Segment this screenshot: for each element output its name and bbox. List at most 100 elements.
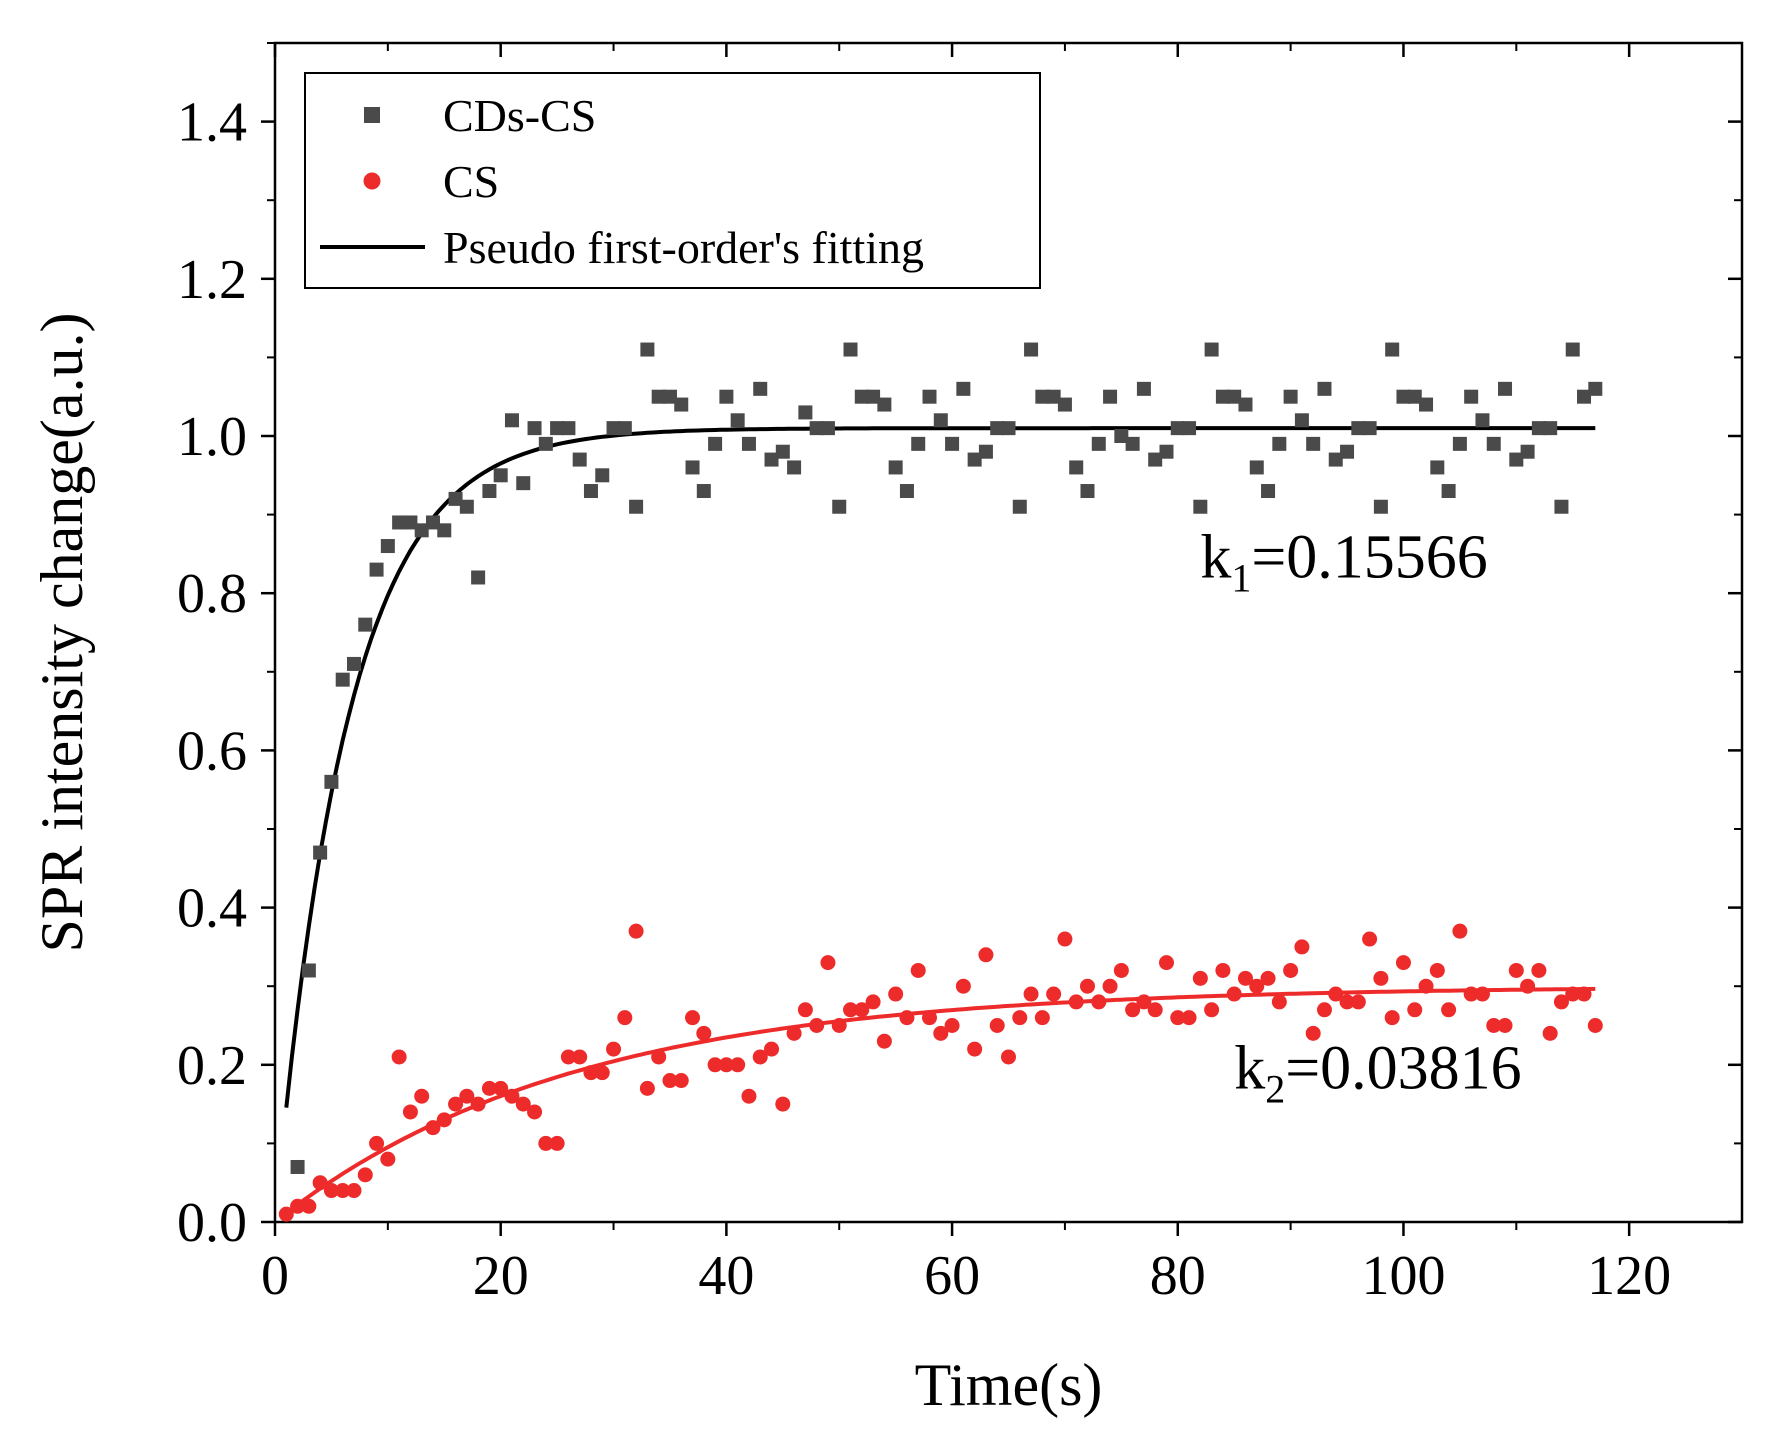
data-point-square [335, 672, 350, 687]
data-point-square [877, 397, 892, 412]
data-point-circle [312, 1175, 328, 1191]
data-point-circle [673, 1073, 689, 1089]
data-point-circle [978, 947, 994, 963]
data-point-square [414, 523, 429, 538]
data-point-square [301, 963, 316, 978]
data-point-square [1486, 436, 1501, 451]
data-point-circle [346, 1183, 362, 1199]
data-point-square [1565, 342, 1580, 357]
data-point-circle [707, 1057, 723, 1073]
data-point-square [1148, 452, 1163, 467]
data-point-square [787, 460, 802, 475]
data-point-circle [1429, 962, 1445, 978]
data-point-circle [1249, 978, 1265, 994]
data-point-square [290, 1159, 305, 1174]
data-point-circle [854, 1002, 870, 1018]
data-point-circle [797, 1002, 813, 1018]
data-point-circle [843, 1002, 859, 1018]
data-point-square [978, 444, 993, 459]
legend-label: CDs-CS [443, 90, 596, 141]
data-point-circle [1271, 994, 1287, 1010]
data-point-circle [1057, 931, 1073, 947]
data-point-square [1159, 444, 1174, 459]
data-point-square [967, 452, 982, 467]
data-point-circle [1328, 986, 1344, 1002]
data-point-square [1238, 397, 1253, 412]
data-point-square [346, 656, 361, 671]
data-point-circle [639, 1080, 655, 1096]
data-point-square [753, 381, 768, 396]
data-point-square [866, 389, 881, 404]
data-point-circle [1373, 970, 1389, 986]
data-point-square [1204, 342, 1219, 357]
data-point-square [1227, 389, 1242, 404]
data-point-circle [301, 1198, 317, 1214]
data-point-square [662, 389, 677, 404]
data-point-circle [1350, 994, 1366, 1010]
data-point-circle [696, 1025, 712, 1041]
data-point-square [1362, 421, 1377, 436]
data-point-square [809, 421, 824, 436]
data-point-square [1080, 484, 1095, 499]
data-point-square [1283, 389, 1298, 404]
data-point-square [933, 413, 948, 428]
data-point-square [629, 499, 644, 514]
data-point-square [471, 570, 486, 585]
data-point-circle [1305, 1025, 1321, 1041]
data-point-circle [685, 1010, 701, 1026]
data-point-square [358, 617, 373, 632]
rate-constant-label: k2=0.03816 [1234, 1034, 1521, 1111]
data-point-square [527, 421, 542, 436]
data-point-square [1035, 389, 1050, 404]
data-point-square [945, 436, 960, 451]
data-point-circle [1237, 970, 1253, 986]
data-point-circle [831, 1018, 847, 1033]
data-point-circle [1531, 962, 1547, 978]
data-point-square [313, 845, 328, 860]
data-point-square [1024, 342, 1039, 357]
y-tick-label: 1.4 [177, 92, 247, 154]
data-point-circle [1542, 1025, 1558, 1041]
data-point-circle [628, 923, 644, 939]
data-point-circle [402, 1104, 418, 1120]
data-point-square [1340, 444, 1355, 459]
data-point-square [1351, 421, 1366, 436]
data-point-square [674, 397, 689, 412]
data-point-square [1069, 460, 1084, 475]
data-point-square [854, 389, 869, 404]
data-point-circle [910, 962, 926, 978]
legend: CDs-CS CS Pseudo first-order's fitting [304, 72, 1041, 289]
data-point-square [640, 342, 655, 357]
data-point-circle [278, 1206, 294, 1222]
data-point-circle [1452, 923, 1468, 939]
data-point-circle [436, 1112, 452, 1128]
data-point-circle [876, 1033, 892, 1049]
data-point-square [482, 484, 497, 499]
data-point-circle [1147, 1002, 1163, 1018]
data-point-circle [481, 1080, 497, 1096]
data-point-square [764, 452, 779, 467]
data-point-circle [933, 1025, 949, 1041]
y-axis: 0.0 0.2 0.4 0.6 0.8 1.0 1.2 1.4 [177, 42, 1742, 1254]
data-point-square [1170, 421, 1185, 436]
data-point-square [888, 460, 903, 475]
data-point-circle [391, 1049, 407, 1065]
data-point-square [617, 421, 632, 436]
x-tick-label: 40 [698, 1245, 754, 1307]
data-point-circle [820, 955, 836, 971]
data-point-circle [1587, 1018, 1603, 1033]
y-tick-label: 0.4 [177, 878, 247, 940]
data-point-square [1136, 381, 1151, 396]
data-point-circle [459, 1088, 475, 1104]
data-point-circle [493, 1080, 509, 1096]
x-tick-label: 80 [1150, 1245, 1206, 1307]
data-point-circle [1508, 962, 1524, 978]
data-point-circle [809, 1018, 825, 1033]
data-point-square [561, 421, 576, 436]
data-point-square [403, 515, 418, 530]
data-point-circle [651, 1049, 667, 1065]
data-point-circle [1226, 986, 1242, 1002]
data-point-square [1057, 397, 1072, 412]
legend-label: Pseudo first-order's fitting [443, 222, 924, 273]
data-point-circle [1553, 994, 1569, 1010]
